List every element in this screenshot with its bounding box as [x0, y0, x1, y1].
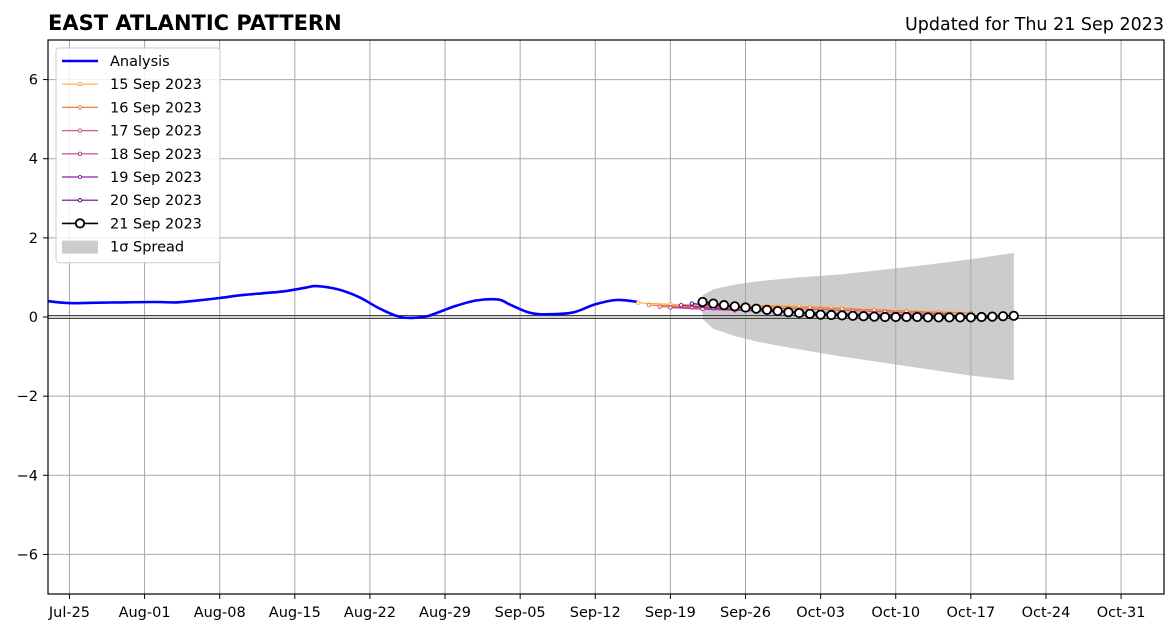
legend-label: 19 Sep 2023	[110, 170, 202, 186]
y-tick-label: 6	[29, 73, 38, 89]
legend-item: 1σ Spread	[62, 240, 184, 256]
series-7	[697, 296, 1019, 323]
legend-label: 15 Sep 2023	[110, 77, 202, 93]
data-point	[858, 311, 869, 322]
legend-marker	[77, 105, 83, 110]
data-point	[901, 311, 912, 323]
x-tick-label: Oct-03	[796, 605, 845, 621]
legend-label: 16 Sep 2023	[110, 100, 202, 116]
legend-marker	[77, 82, 83, 87]
data-point	[678, 302, 684, 308]
legend-marker	[77, 128, 83, 133]
legend-item: 21 Sep 2023	[62, 216, 202, 232]
x-tick-label: Aug-15	[269, 605, 321, 621]
data-point	[772, 305, 783, 317]
legend-marker	[77, 198, 83, 203]
x-tick-label: Oct-10	[871, 605, 920, 621]
legend-swatch	[62, 240, 98, 254]
x-tick-label: Aug-08	[194, 605, 246, 621]
x-tick-label: Oct-31	[1097, 605, 1146, 621]
legend-label: 1σ Spread	[110, 240, 184, 256]
data-point	[912, 311, 923, 323]
chart-subtitle: Updated for Thu 21 Sep 2023	[905, 15, 1164, 35]
legend-item: Analysis	[62, 54, 170, 70]
data-point	[879, 311, 891, 323]
data-point	[944, 312, 955, 323]
data-point	[997, 311, 1009, 322]
y-tick-label: −6	[17, 547, 38, 563]
legend-item: 15 Sep 2023	[62, 77, 202, 93]
data-point	[697, 296, 708, 308]
data-point	[869, 311, 880, 322]
x-tick-label: Aug-22	[344, 605, 396, 621]
legend-marker	[77, 174, 83, 180]
data-point	[761, 304, 773, 315]
data-point	[729, 301, 740, 312]
y-tick-label: 2	[29, 231, 38, 247]
data-point	[646, 302, 652, 308]
data-point	[1008, 310, 1019, 321]
legend-item: 18 Sep 2023	[62, 147, 202, 163]
data-point	[965, 312, 976, 323]
legend-label: 17 Sep 2023	[110, 124, 202, 140]
data-point	[635, 300, 641, 305]
data-point	[847, 310, 858, 321]
x-tick-label: Aug-29	[419, 605, 471, 621]
y-tick-label: −4	[17, 468, 38, 484]
data-point	[657, 304, 662, 309]
x-tick-label: Sep-12	[570, 605, 621, 621]
data-point	[751, 303, 762, 314]
data-point	[708, 298, 719, 309]
legend-label: Analysis	[110, 54, 170, 70]
plot-area: Jul-25 Aug-01 Aug-08 Aug-15 Aug-22 Aug-29 Sep-…	[17, 39, 1165, 621]
data-point	[976, 311, 987, 323]
data-point	[836, 310, 848, 321]
y-tick-label: −2	[17, 389, 38, 405]
legend-box	[55, 47, 221, 264]
data-point	[718, 300, 730, 311]
data-point	[668, 305, 673, 310]
legend-label: 21 Sep 2023	[110, 216, 202, 232]
data-point	[890, 311, 901, 323]
x-tick-label: Sep-05	[495, 605, 546, 621]
data-point	[689, 301, 695, 306]
data-point	[933, 312, 944, 323]
x-tick-label: Sep-26	[720, 605, 771, 621]
x-tick-label: Aug-01	[119, 605, 171, 621]
x-tick-label: Sep-19	[645, 605, 696, 621]
data-point	[922, 312, 934, 323]
legend-item: 19 Sep 2023	[62, 170, 202, 186]
legend-item: 17 Sep 2023	[62, 124, 202, 140]
x-tick-label: Jul-25	[48, 605, 90, 621]
data-point	[794, 307, 805, 319]
y-tick-label: 0	[29, 310, 38, 326]
legend-marker	[74, 218, 86, 229]
series-line	[47, 284, 639, 320]
data-point	[783, 307, 794, 318]
legend-marker	[77, 151, 83, 157]
data-point	[955, 312, 966, 323]
legend-item: 20 Sep 2023	[62, 193, 202, 209]
series-line	[691, 302, 982, 317]
data-point	[740, 302, 751, 313]
chart-title: EAST ATLANTIC PATTERN	[48, 11, 342, 35]
legend-label: 18 Sep 2023	[110, 147, 202, 163]
data-point	[815, 309, 826, 320]
data-point	[987, 311, 998, 322]
legend: Analysis 15 Sep 2023 16 Sep 2023 17 Sep 202…	[55, 47, 221, 264]
y-tick-label: 4	[29, 152, 38, 168]
legend-item: 16 Sep 2023	[62, 100, 202, 116]
x-tick-label: Oct-24	[1022, 605, 1071, 621]
series-0	[47, 284, 639, 320]
x-tick-label: Oct-17	[946, 605, 995, 621]
data-point	[826, 309, 837, 321]
data-point	[804, 308, 815, 319]
legend-label: 20 Sep 2023	[110, 193, 202, 209]
